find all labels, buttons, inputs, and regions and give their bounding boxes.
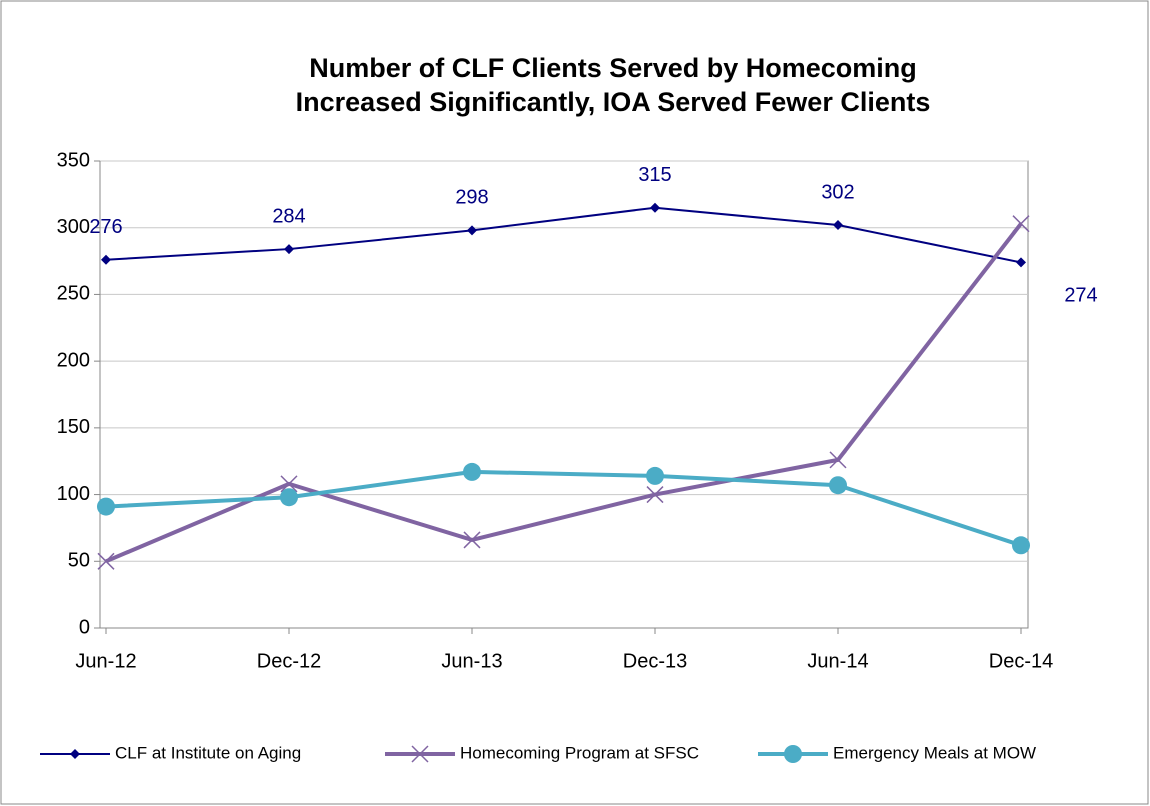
series-line — [105, 469, 1022, 548]
marker — [833, 220, 843, 231]
legend-label: CLF at Institute on Aging — [115, 743, 301, 762]
x-tick-label: Jun-12 — [75, 650, 136, 672]
marker — [97, 552, 115, 570]
y-tick-label: 0 — [79, 616, 90, 638]
y-tick-label: 100 — [57, 483, 90, 505]
data-label: 315 — [638, 164, 671, 186]
marker — [646, 486, 664, 504]
marker — [1016, 257, 1026, 268]
marker — [97, 497, 115, 516]
marker — [280, 475, 298, 493]
x-tick-label: Dec-14 — [989, 650, 1053, 672]
marker — [467, 225, 477, 236]
marker — [1012, 536, 1030, 555]
grid: 0 50 100 150 200 250 300 350 Jun-12 Dec-12 Jun-13 D… — [57, 149, 1054, 672]
data-label: 276 — [89, 216, 122, 238]
marker — [650, 202, 660, 213]
y-tick-label: 200 — [57, 349, 90, 371]
legend: CLF at Institute on Aging Homecoming Prog… — [40, 743, 1036, 763]
chart-title: Number of CLF Clients Served by Homecomi… — [309, 53, 917, 83]
chart-title: Increased Significantly, IOA Served Fewe… — [296, 87, 931, 117]
marker — [829, 451, 847, 469]
marker — [1012, 215, 1030, 233]
marker — [784, 745, 802, 763]
x-tick-label: Dec-12 — [257, 650, 321, 672]
x-tick-label: Dec-13 — [623, 650, 687, 672]
y-tick-label: 350 — [57, 149, 90, 171]
y-tick-label: 250 — [57, 283, 90, 305]
plot-area: 276 284 298 315 302 274 — [89, 164, 1098, 570]
marker — [411, 745, 429, 763]
x-tick-label: Jun-14 — [807, 650, 868, 672]
y-tick-label: 50 — [68, 550, 90, 572]
data-label: 284 — [272, 205, 305, 227]
marker — [284, 244, 294, 255]
legend-label: Emergency Meals at MOW — [833, 743, 1036, 762]
marker — [70, 749, 80, 759]
series-line — [105, 206, 1022, 264]
data-label: 302 — [821, 181, 854, 203]
x-tick-label: Jun-13 — [441, 650, 502, 672]
marker — [646, 466, 664, 485]
legend-label: Homecoming Program at SFSC — [460, 743, 699, 762]
marker — [829, 476, 847, 495]
marker — [280, 488, 298, 507]
data-label: 274 — [1064, 285, 1097, 307]
marker — [463, 531, 481, 549]
data-label: 298 — [455, 187, 488, 209]
marker — [101, 254, 111, 265]
y-tick-label: 300 — [57, 216, 90, 238]
marker — [463, 462, 481, 481]
y-tick-label: 150 — [57, 416, 90, 438]
